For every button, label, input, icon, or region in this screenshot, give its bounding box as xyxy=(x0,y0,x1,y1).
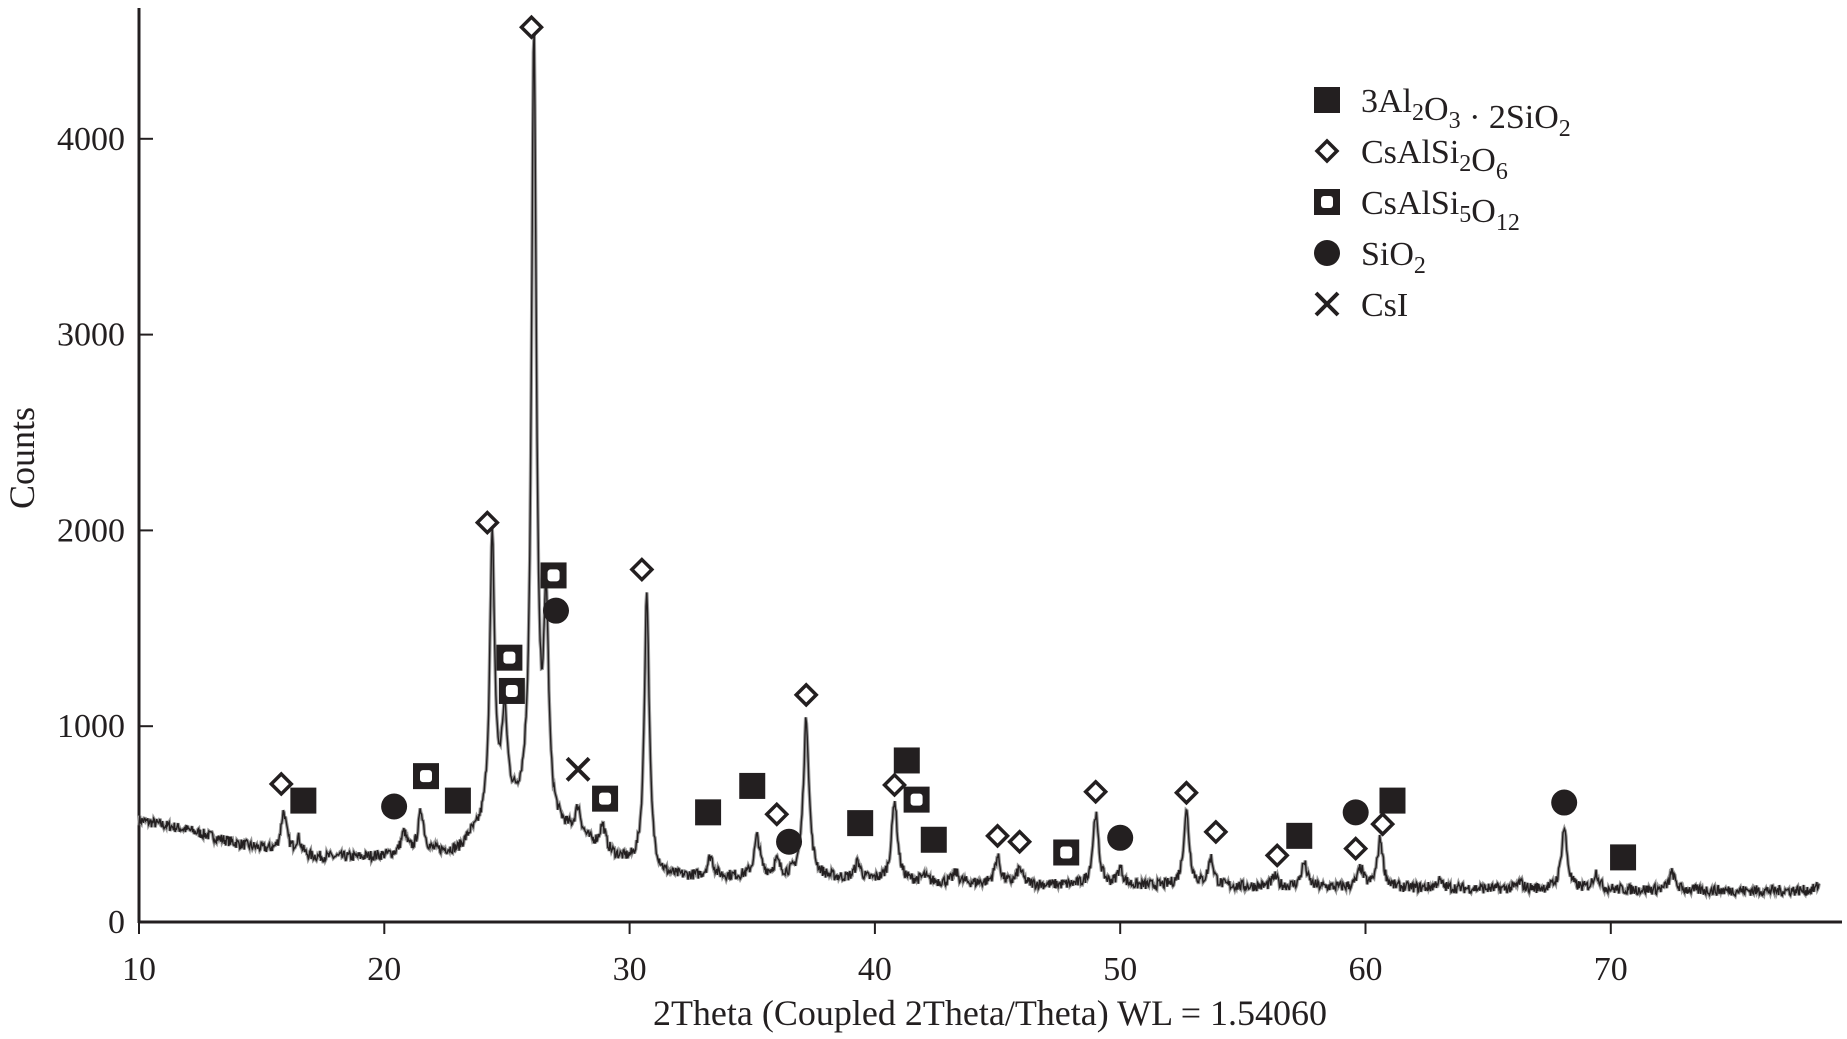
marker-filled-square xyxy=(893,747,920,774)
marker-filled-square xyxy=(695,799,722,826)
marker-open-diamond xyxy=(882,772,907,798)
y-axis-title: Counts xyxy=(2,407,42,509)
legend-label: CsAlSi5O12 xyxy=(1361,185,1520,236)
x-tick-label: 10 xyxy=(122,951,156,988)
marker-open-diamond xyxy=(985,823,1011,849)
y-tick-label: 3000 xyxy=(57,317,125,354)
marker-open-diamond xyxy=(1173,780,1199,806)
marker-filled-circle xyxy=(1551,789,1578,816)
marker-filled-square xyxy=(1610,844,1637,871)
marker-filled-square xyxy=(444,787,471,814)
marker-open-diamond xyxy=(1264,842,1290,868)
legend-marker-hollow-square xyxy=(1314,189,1340,215)
legend-marker-filled-square xyxy=(1314,87,1340,113)
legend-label: 3Al2O3 · 2SiO2 xyxy=(1361,83,1571,142)
marker-open-diamond xyxy=(1007,829,1033,855)
y-tick-label: 4000 xyxy=(57,121,125,158)
marker-hollow-square xyxy=(1053,839,1080,866)
marker-hollow-square xyxy=(413,763,440,790)
marker-open-diamond xyxy=(764,801,790,827)
marker-filled-square xyxy=(290,787,317,814)
x-tick-label: 40 xyxy=(858,951,892,988)
marker-filled-circle xyxy=(776,828,803,855)
marker-filled-circle xyxy=(381,793,408,820)
marker-hollow-square xyxy=(496,644,523,671)
x-tick-label: 50 xyxy=(1103,951,1137,988)
marker-cross xyxy=(565,756,591,782)
y-tick-label: 2000 xyxy=(57,512,125,549)
legend-label: CsAlSi2O6 xyxy=(1361,134,1508,185)
axes xyxy=(137,8,1842,924)
x-axis-title: 2Theta (Coupled 2Theta/Theta) WL = 1.540… xyxy=(653,993,1327,1033)
marker-open-diamond xyxy=(1203,819,1229,845)
marker-hollow-square xyxy=(498,677,525,704)
marker-open-diamond xyxy=(629,557,655,583)
legend-marker-cross xyxy=(1314,291,1340,317)
y-tick-label: 1000 xyxy=(57,708,125,745)
x-tick-label: 70 xyxy=(1594,951,1628,988)
marker-filled-circle xyxy=(1342,799,1369,826)
phase-markers xyxy=(268,14,1637,871)
series-line xyxy=(138,31,1820,898)
legend-label: CsI xyxy=(1361,287,1408,324)
legend-label: SiO2 xyxy=(1361,236,1426,279)
legend-marker-open-diamond xyxy=(1314,138,1340,164)
marker-filled-square xyxy=(739,772,766,799)
x-tick-label: 20 xyxy=(367,951,401,988)
y-tick-label: 0 xyxy=(108,904,125,941)
marker-filled-square xyxy=(847,810,874,837)
marker-filled-square xyxy=(1286,822,1313,849)
x-tick-label: 30 xyxy=(613,951,647,988)
marker-hollow-square xyxy=(540,562,567,589)
legend-marker-filled-circle xyxy=(1314,240,1340,266)
marker-hollow-square xyxy=(903,786,930,813)
marker-open-diamond xyxy=(519,14,544,40)
x-tick-label: 60 xyxy=(1349,951,1383,988)
marker-open-diamond xyxy=(793,682,819,708)
x-ticks: 10 20 30 40 50 60 70 xyxy=(122,922,1628,988)
series-line-halo xyxy=(137,31,1821,901)
series-layer xyxy=(137,31,1821,901)
marker-filled-circle xyxy=(543,597,570,624)
marker-filled-circle xyxy=(1107,824,1134,851)
marker-open-diamond xyxy=(1083,779,1109,805)
marker-hollow-square xyxy=(592,785,619,812)
marker-filled-square xyxy=(920,826,947,853)
marker-open-diamond xyxy=(268,771,294,797)
marker-open-diamond xyxy=(474,510,500,536)
marker-open-diamond xyxy=(1343,836,1369,862)
y-ticks: 0 1000 2000 3000 4000 xyxy=(57,121,153,941)
marker-filled-square xyxy=(1379,787,1406,814)
marker-open-diamond xyxy=(1370,811,1396,837)
